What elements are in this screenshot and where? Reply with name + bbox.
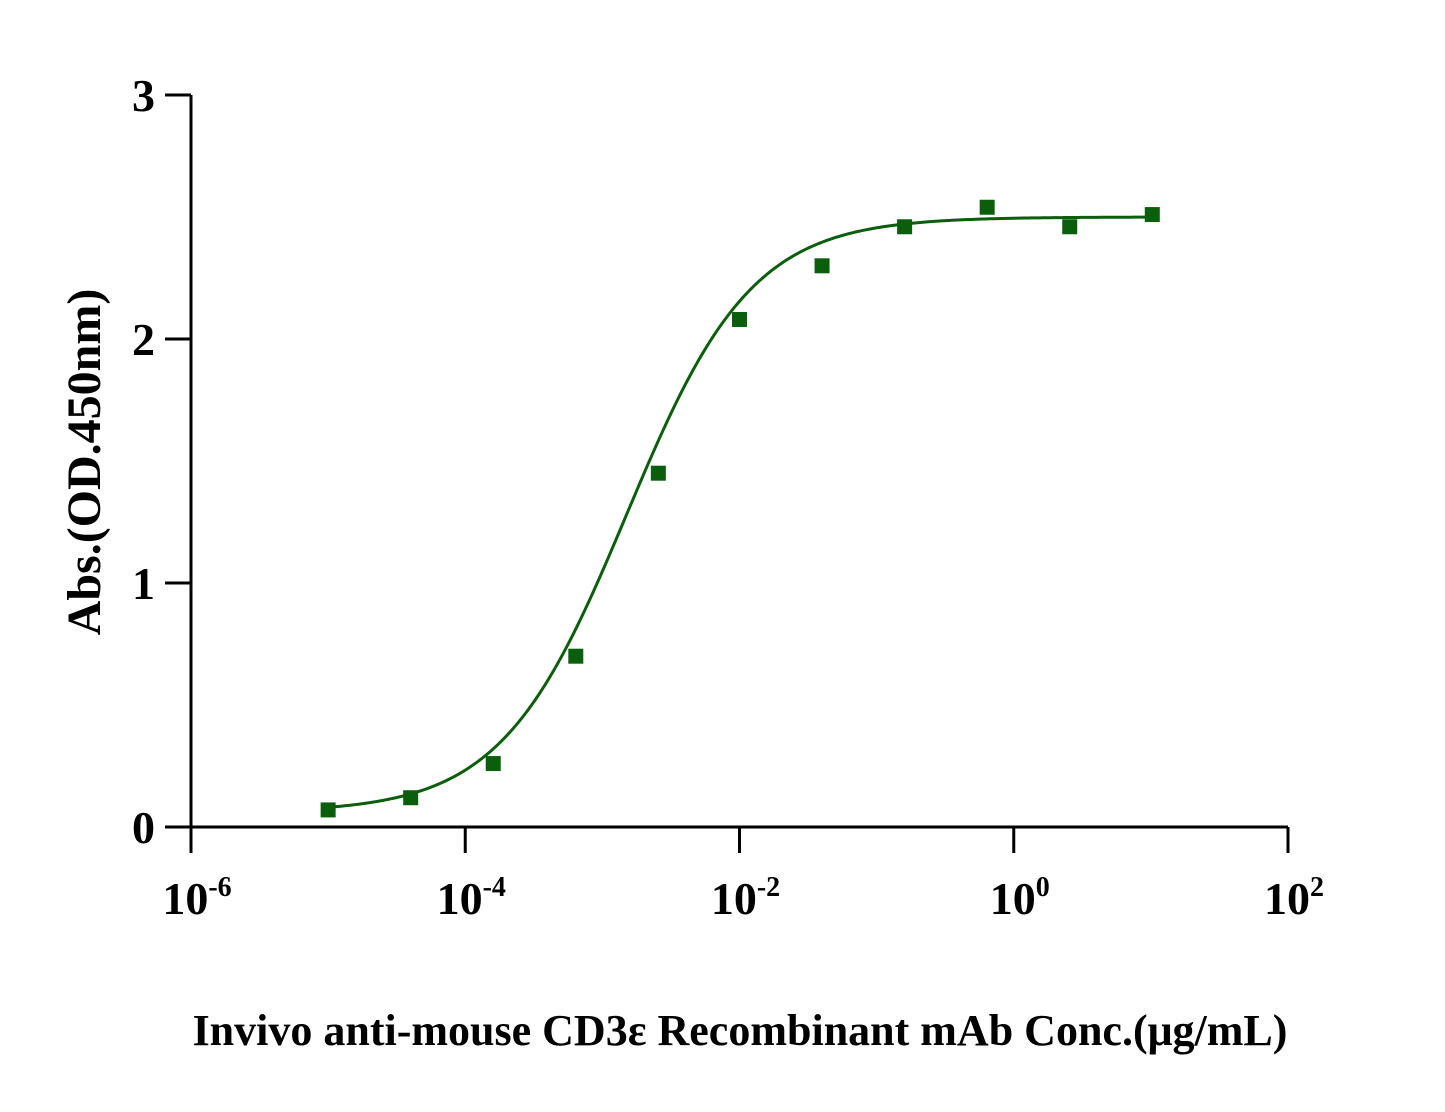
y-tick-label: 2	[132, 314, 155, 365]
x-tick-label: 100	[990, 872, 1050, 924]
fit-curve-layer	[328, 215, 1153, 809]
x-tick-base: 10	[162, 873, 208, 924]
x-tick-exponent: -2	[757, 872, 780, 903]
x-tick-exponent: -6	[208, 872, 231, 903]
x-tick-base: 10	[990, 873, 1036, 924]
data-point	[650, 465, 666, 481]
x-tick-exponent: -4	[483, 872, 506, 903]
data-point	[897, 219, 913, 235]
x-tick-exponent: 2	[1310, 872, 1324, 903]
x-tick-label: 10-2	[711, 872, 780, 924]
y-tick-label: 0	[132, 802, 155, 853]
data-point	[979, 199, 995, 215]
x-tick-base: 10	[437, 873, 483, 924]
data-point	[732, 311, 747, 327]
y-axis-label: Abs.(OD.450nm)	[58, 289, 111, 636]
data-point	[320, 802, 336, 818]
x-tick-label: 10-6	[162, 872, 231, 924]
y-tick-label: 1	[132, 558, 155, 609]
data-point	[403, 790, 419, 806]
data-point	[568, 648, 584, 664]
y-tick-label: 3	[132, 70, 155, 121]
data-point	[485, 756, 501, 772]
fit-curve	[328, 215, 1153, 809]
x-tick-label: 102	[1264, 872, 1324, 924]
x-tick-base: 10	[1264, 873, 1310, 924]
x-axis-label: Invivo anti-mouse CD3ε Recombinant mAb C…	[193, 1006, 1288, 1055]
x-tick-exponent: 0	[1036, 872, 1050, 903]
x-tick-label: 10-4	[437, 872, 506, 924]
data-points-layer	[320, 199, 1160, 818]
data-point	[814, 258, 830, 274]
data-point	[1144, 207, 1160, 223]
data-point	[1062, 219, 1078, 235]
x-tick-base: 10	[711, 873, 757, 924]
